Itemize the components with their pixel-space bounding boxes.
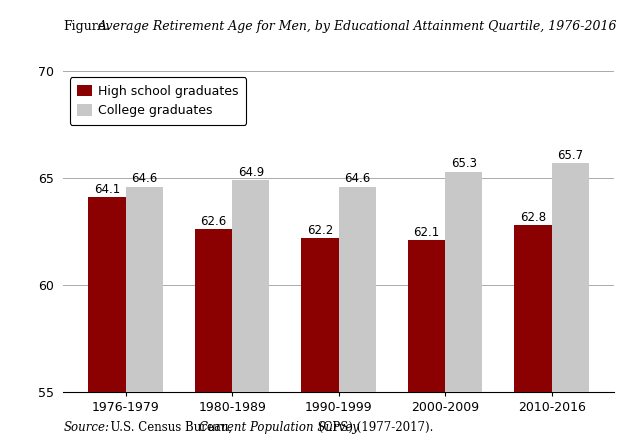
Text: 64.6: 64.6 (344, 172, 370, 185)
Text: 62.1: 62.1 (413, 226, 440, 239)
Bar (339, 186, 376, 445)
Bar (515, 225, 552, 445)
Text: 64.9: 64.9 (237, 166, 264, 179)
Text: Average Retirement Age for Men, by Educational Attainment Quartile, 1976-2016: Average Retirement Age for Men, by Educa… (98, 20, 618, 33)
Text: 64.1: 64.1 (94, 183, 120, 196)
Text: Figure.: Figure. (63, 20, 110, 33)
Text: 62.6: 62.6 (201, 215, 227, 228)
Bar (408, 240, 445, 445)
Text: 64.6: 64.6 (131, 172, 158, 185)
Bar (232, 180, 270, 445)
Bar (552, 163, 589, 445)
Text: 62.8: 62.8 (520, 211, 546, 224)
Legend: High school graduates, College graduates: High school graduates, College graduates (70, 77, 246, 125)
Bar (125, 186, 163, 445)
Bar (445, 172, 482, 445)
Text: (CPS) (1977-2017).: (CPS) (1977-2017). (315, 421, 433, 434)
Bar (89, 197, 125, 445)
Text: 62.2: 62.2 (307, 223, 333, 237)
Text: Current Population Survey: Current Population Survey (199, 421, 360, 434)
Text: 65.7: 65.7 (557, 149, 584, 162)
Bar (301, 238, 339, 445)
Bar (195, 229, 232, 445)
Text: U.S. Census Bureau,: U.S. Census Bureau, (103, 421, 235, 434)
Text: 65.3: 65.3 (451, 158, 477, 170)
Text: Source:: Source: (63, 421, 110, 434)
